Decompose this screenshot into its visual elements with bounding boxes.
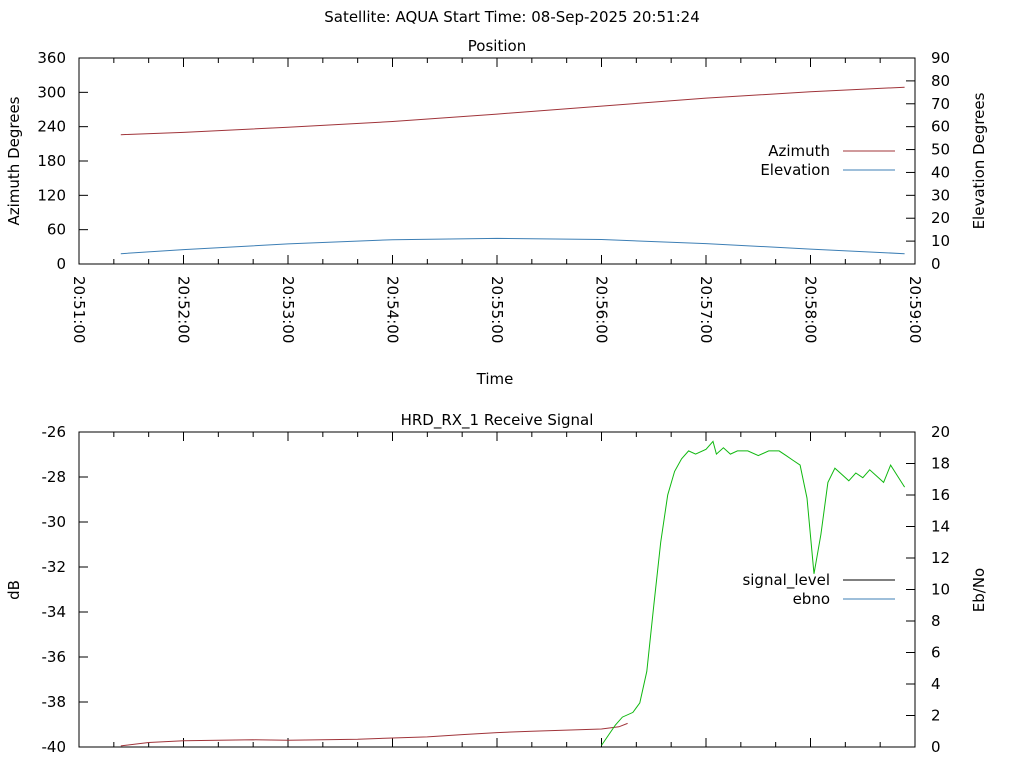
- y2-tick-label: 40: [931, 163, 950, 181]
- y2-tick-label: 90: [931, 49, 950, 67]
- y-tick-label: 120: [37, 186, 66, 204]
- signal-chart-title: HRD_RX_1 Receive Signal: [401, 411, 594, 430]
- x-tick-label: 20:57:00: [697, 276, 715, 343]
- legend-ebno-label: ebno: [793, 590, 830, 608]
- y2-tick-label: 20: [931, 423, 950, 441]
- y-tick-label: 180: [37, 152, 66, 170]
- y2-tick-label: 14: [931, 518, 950, 536]
- signal-series: [120, 440, 906, 747]
- y-tick-label: -32: [42, 558, 67, 576]
- y2-tick-label: 0: [931, 738, 941, 756]
- y-tick-label: -40: [42, 738, 67, 756]
- y-tick-label: -36: [42, 648, 67, 666]
- position-x-axis-label: Time: [476, 370, 514, 388]
- signal-axis-ticks: -40 -38 -36 -34 -32 -30 -28 -26 0 2 4 6 8 10 12 14 16 18 2…: [42, 423, 951, 756]
- legend-azimuth-label: Azimuth: [768, 142, 830, 160]
- series-elevation-line: [120, 237, 905, 255]
- y-tick-label: -26: [42, 423, 67, 441]
- y2-tick-label: 10: [931, 581, 950, 599]
- position-axis-ticks: 0 60 120 180 240 300 360 0 10 20 30 40 50 60 70 80 90 20:…: [37, 49, 950, 343]
- y2-tick-label: 6: [931, 644, 941, 662]
- signal-y2-axis-label: Eb/No: [970, 568, 988, 612]
- position-series: [120, 86, 905, 255]
- position-chart-title: Position: [468, 37, 526, 55]
- x-tick-label: 20:56:00: [593, 276, 611, 343]
- y-tick-label: -28: [42, 468, 67, 486]
- x-tick-label: 20:58:00: [802, 276, 820, 343]
- x-tick-label: 20:59:00: [906, 276, 924, 343]
- legend-signal-level-label: signal_level: [742, 571, 830, 590]
- x-tick-label: 20:51:00: [70, 276, 88, 343]
- y2-tick-label: 16: [931, 486, 950, 504]
- signal-plot-frame: [78, 431, 916, 748]
- x-tick-label: 20:52:00: [175, 276, 193, 343]
- series-ebno-line: [601, 440, 906, 746]
- y-tick-label: 240: [37, 118, 66, 136]
- x-tick-label: 20:53:00: [279, 276, 297, 343]
- series-azimuth-line: [120, 86, 905, 136]
- y2-tick-label: 30: [931, 186, 950, 204]
- y-tick-label: 0: [56, 255, 66, 273]
- position-y-axis-label: Azimuth Degrees: [5, 96, 23, 225]
- legend-elevation-label: Elevation: [760, 161, 830, 179]
- series-signal-level-line: [120, 722, 628, 747]
- y-tick-label: -34: [42, 603, 67, 621]
- x-tick-label: 20:55:00: [488, 276, 506, 343]
- y2-tick-label: 8: [931, 612, 941, 630]
- y-tick-label: -30: [42, 513, 67, 531]
- y2-tick-label: 0: [931, 255, 941, 273]
- y2-tick-label: 80: [931, 72, 950, 90]
- y2-tick-label: 18: [931, 455, 950, 473]
- x-tick-label: 20:54:00: [384, 276, 402, 343]
- y2-tick-label: 10: [931, 232, 950, 250]
- y-tick-label: 300: [37, 83, 66, 101]
- y2-tick-label: 2: [931, 707, 941, 725]
- y2-tick-label: 70: [931, 95, 950, 113]
- figure-title: Satellite: AQUA Start Time: 08-Sep-2025 …: [324, 8, 700, 26]
- y2-tick-label: 50: [931, 141, 950, 159]
- position-y2-axis-label: Elevation Degrees: [970, 92, 988, 229]
- signal-y-axis-label: dB: [5, 580, 23, 600]
- y-tick-label: -38: [42, 693, 67, 711]
- y2-tick-label: 60: [931, 118, 950, 136]
- y-tick-label: 360: [37, 49, 66, 67]
- y2-tick-label: 4: [931, 675, 941, 693]
- y2-tick-label: 12: [931, 549, 950, 567]
- y2-tick-label: 20: [931, 209, 950, 227]
- y-tick-label: 60: [47, 221, 66, 239]
